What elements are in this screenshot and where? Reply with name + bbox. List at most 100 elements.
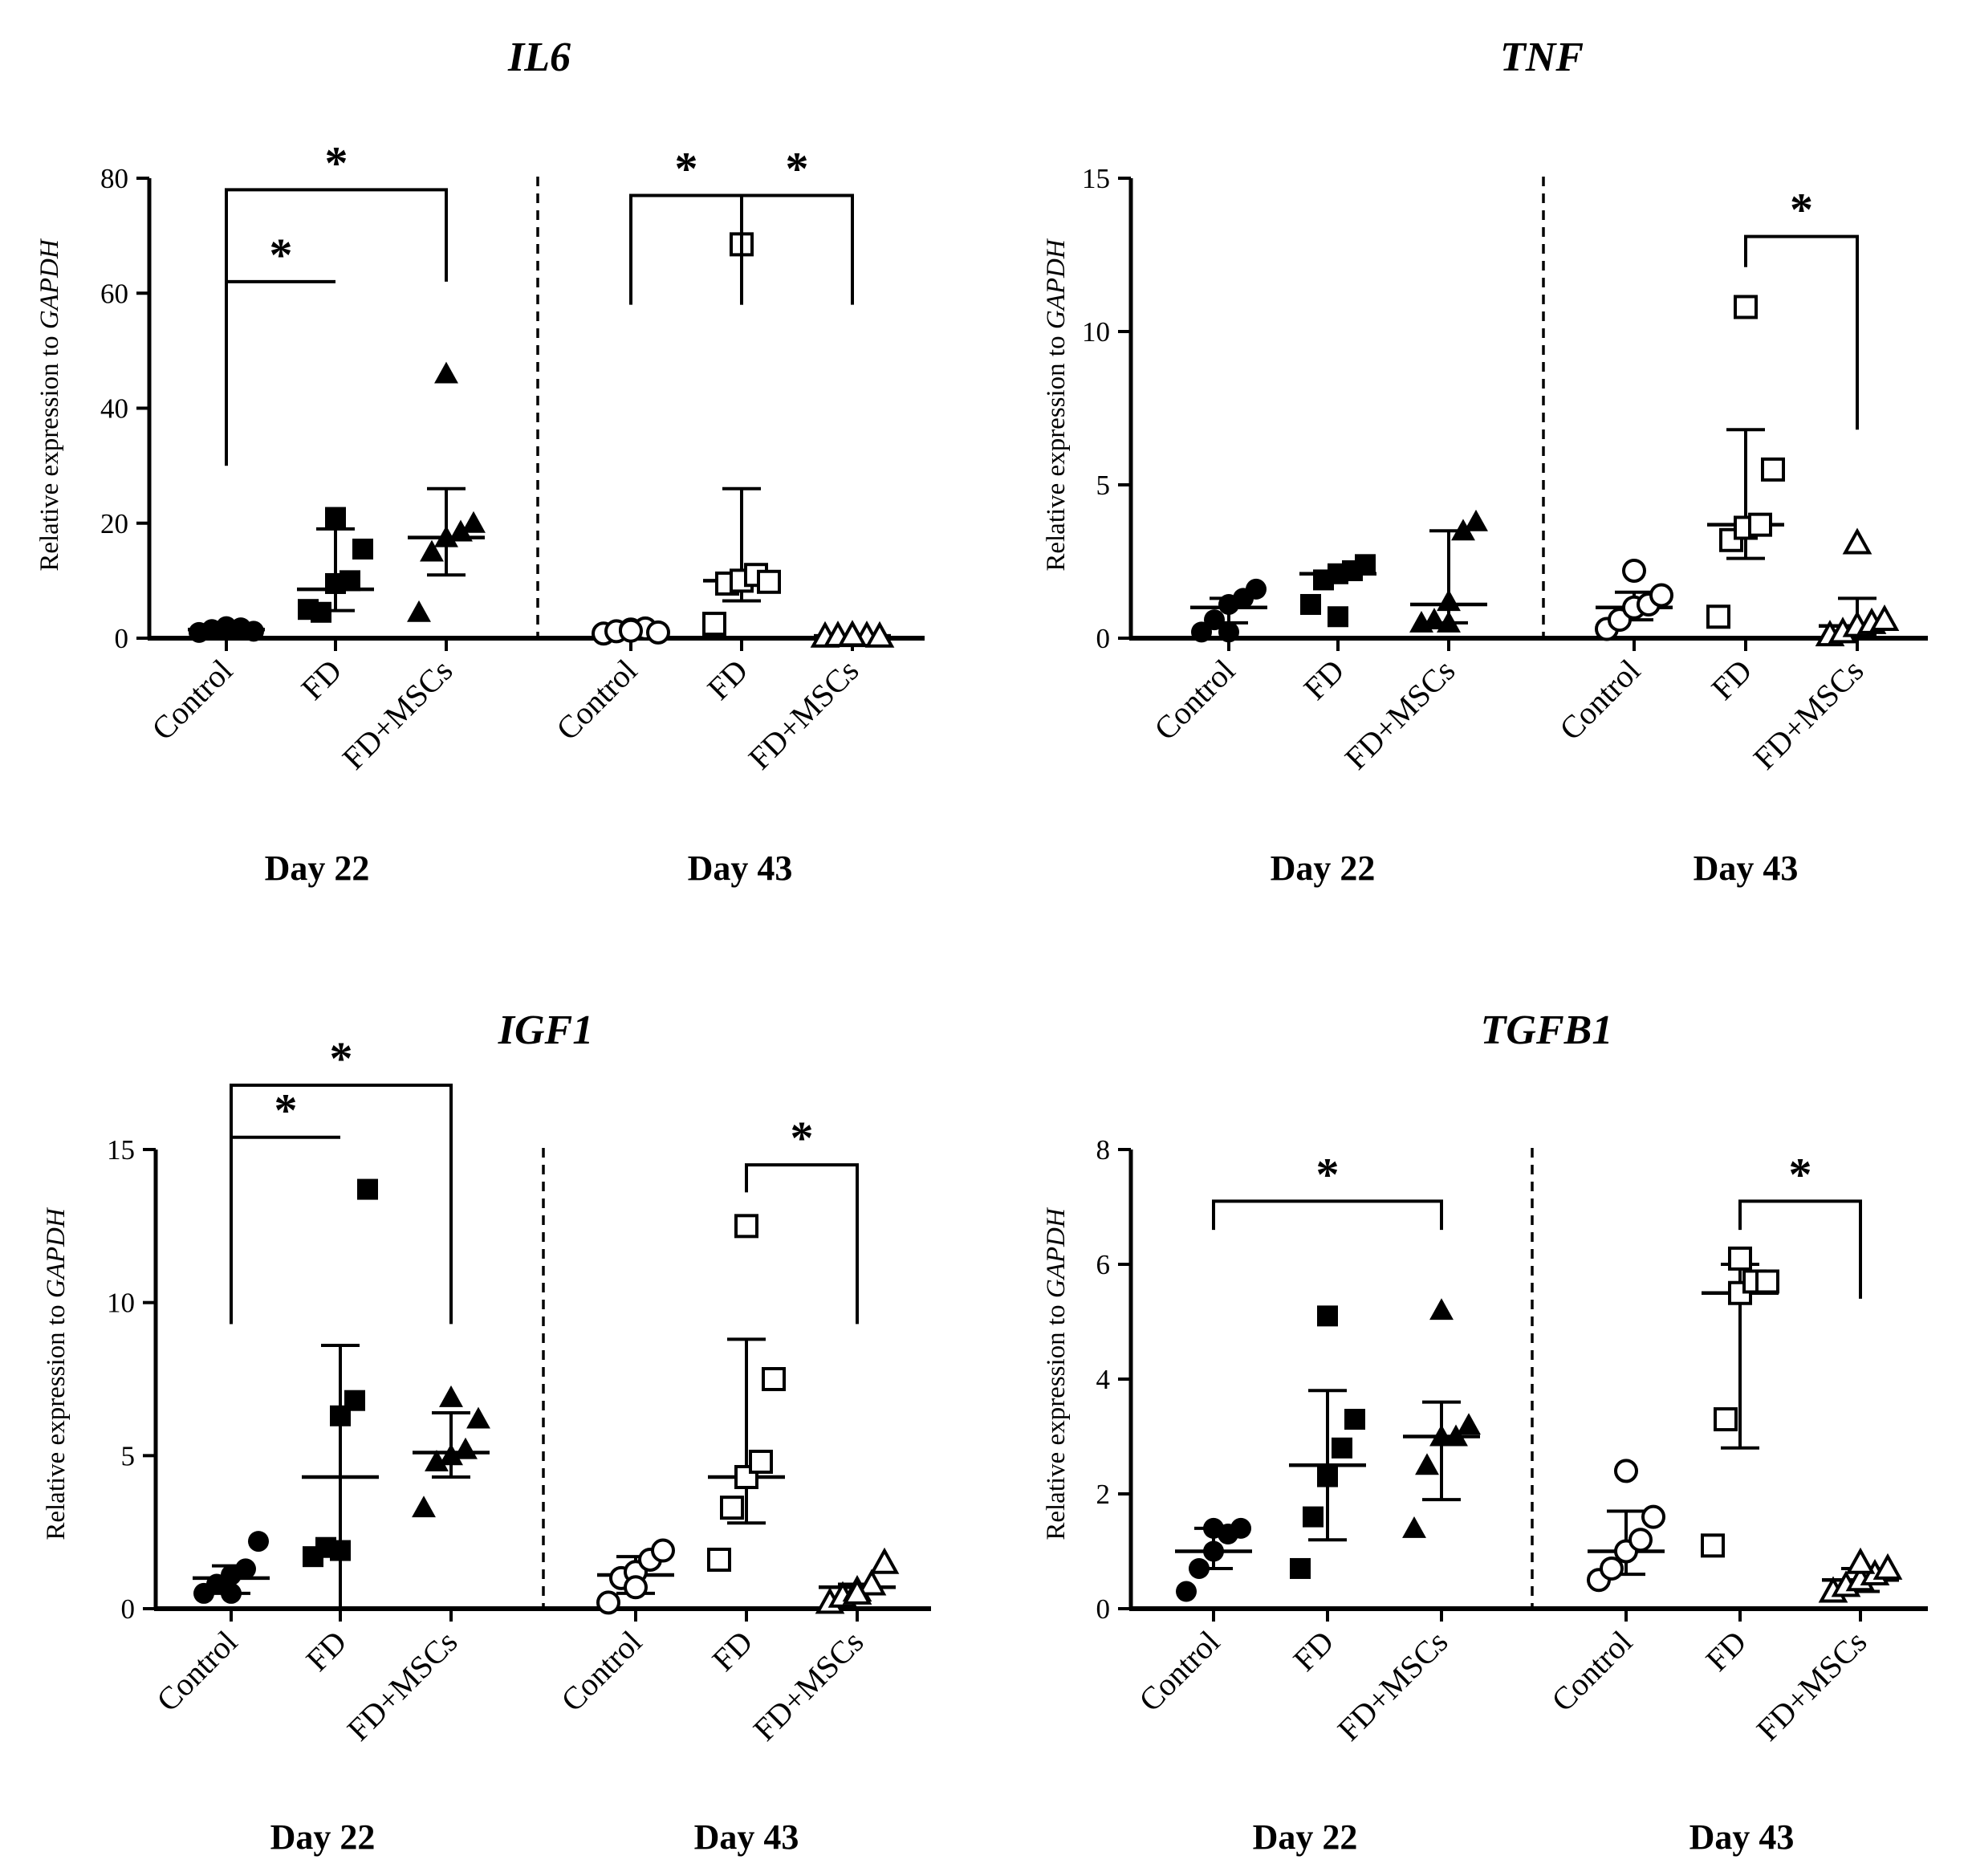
significance-star: * <box>791 1112 814 1164</box>
y-tick-label: 0 <box>115 623 129 654</box>
category-label: Control <box>1544 1624 1639 1719</box>
y-tick-label: 40 <box>100 393 128 425</box>
y-tick-label: 2 <box>1096 1479 1111 1510</box>
data-point <box>325 507 346 528</box>
data-point <box>449 519 473 542</box>
data-point <box>1300 593 1321 615</box>
chart-title: IL6 <box>507 35 571 80</box>
data-point <box>1451 519 1475 541</box>
data-point <box>1614 1459 1638 1483</box>
significance-bracket <box>1744 234 1859 430</box>
chart-panel-igf1: IGF1 Relative expression to GAPDH 0 5 10 15 Da… <box>42 1007 931 1857</box>
significance-star: * <box>786 142 809 194</box>
data-point <box>466 1406 490 1429</box>
data-point <box>1203 1517 1224 1539</box>
significance-bracket <box>1738 1199 1862 1299</box>
y-axis-label-text: Relative expression to <box>1042 329 1071 572</box>
y-tick-label: 80 <box>100 163 128 194</box>
data-point <box>434 361 458 384</box>
group-label: Day 43 <box>694 1817 799 1857</box>
data-point <box>248 1531 269 1552</box>
data-point <box>1734 295 1758 319</box>
data-point <box>1845 1547 1876 1574</box>
chart-panel-il6: IL6 Relative expression to GAPDH 0 20 40 60 80… <box>35 35 925 888</box>
category-label: FD+MSCs <box>1338 653 1462 777</box>
data-point <box>1701 1533 1725 1558</box>
y-axis-label: Relative expression to GAPDH <box>42 1207 71 1540</box>
significance-bracket <box>1212 1199 1443 1231</box>
y-tick-label: 10 <box>1082 316 1110 348</box>
data-point <box>1189 1557 1210 1579</box>
data-point <box>762 1367 786 1391</box>
data-point <box>1246 578 1267 600</box>
y-axis-label: Relative expression to GAPDH <box>35 238 64 571</box>
data-point <box>462 511 486 533</box>
y-tick-label: 8 <box>1096 1134 1111 1166</box>
data-point <box>734 1214 758 1239</box>
data-point <box>707 1547 731 1572</box>
y-tick-label: 10 <box>107 1288 135 1319</box>
data-point <box>1444 1424 1468 1447</box>
y-tick-label: 6 <box>1096 1249 1111 1280</box>
data-point <box>425 1450 449 1471</box>
significance-star: * <box>1316 1148 1340 1200</box>
data-point <box>1649 583 1673 608</box>
category-label: Control <box>149 1624 244 1719</box>
category-label: Control <box>144 653 239 747</box>
data-point <box>1437 589 1461 612</box>
y-axis-label-text: Relative expression to <box>42 1298 71 1540</box>
data-point <box>1641 1504 1665 1529</box>
category-label: FD <box>1296 653 1351 707</box>
category-label: FD+MSCs <box>340 1624 465 1748</box>
group-label: Day 22 <box>1253 1817 1358 1857</box>
data-point <box>243 621 264 642</box>
data-point <box>216 619 237 641</box>
chart-title: TNF <box>1500 35 1584 80</box>
y-tick-label: 15 <box>1082 163 1110 194</box>
data-point <box>1464 509 1488 531</box>
significance-bracket <box>230 1135 340 1325</box>
category-label: FD+MSCs <box>1746 653 1871 777</box>
group-label: Day 22 <box>1271 848 1376 888</box>
category-label: Control <box>1147 653 1242 747</box>
data-point <box>749 1449 773 1474</box>
significance-bracket <box>225 279 335 466</box>
data-point <box>1344 1409 1365 1430</box>
y-tick-label: 5 <box>121 1440 136 1471</box>
group-label: Day 43 <box>1694 848 1799 888</box>
y-axis-label-gene: GAPDH <box>1042 1207 1071 1298</box>
y-axis-label-gene: GAPDH <box>42 1207 71 1298</box>
data-point <box>1457 1413 1481 1435</box>
data-point <box>869 1547 900 1574</box>
data-point <box>1755 1269 1779 1294</box>
data-point <box>1230 1517 1251 1539</box>
data-point <box>330 1540 351 1561</box>
data-point <box>407 600 431 622</box>
group-label: Day 22 <box>270 1817 376 1857</box>
significance-star: * <box>1789 1148 1812 1200</box>
data-point <box>420 539 444 562</box>
category-label: FD <box>705 1624 759 1679</box>
significance-star: * <box>675 142 698 194</box>
chart-panel-tnf: TNF Relative expression to GAPDH 0 5 10 15 Day… <box>1042 35 1928 888</box>
y-tick-label: 20 <box>100 508 128 539</box>
data-point <box>1328 606 1348 628</box>
data-point <box>624 1575 648 1600</box>
category-label: FD <box>1704 653 1759 707</box>
data-point <box>1622 558 1646 583</box>
group-label: Day 43 <box>688 848 793 888</box>
data-point <box>311 601 331 623</box>
category-label: FD <box>294 653 348 707</box>
significance-bracket <box>225 188 448 466</box>
significance-star: * <box>1790 184 1813 236</box>
data-point <box>864 621 895 648</box>
y-tick-label: 0 <box>1096 623 1111 654</box>
data-point <box>221 1582 242 1604</box>
data-point <box>352 538 373 560</box>
data-point <box>235 1558 256 1580</box>
category-label: Control <box>1552 653 1647 747</box>
data-point <box>1872 1552 1903 1580</box>
y-tick-label: 0 <box>1096 1593 1111 1625</box>
data-point <box>1842 527 1872 555</box>
